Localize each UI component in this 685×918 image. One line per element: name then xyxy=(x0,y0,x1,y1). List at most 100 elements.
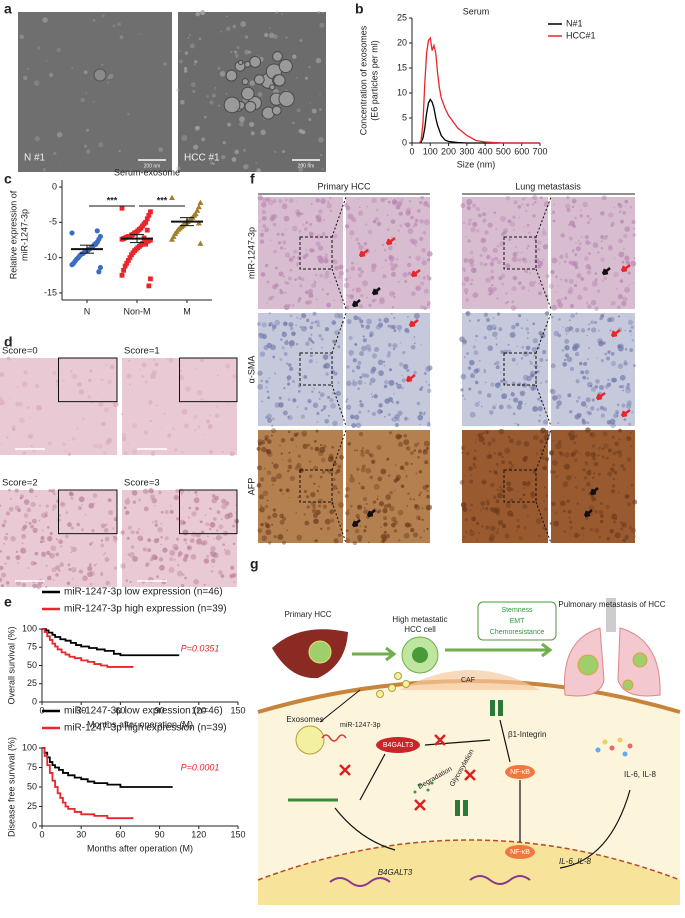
zoom-box xyxy=(503,236,537,270)
texture xyxy=(624,255,630,261)
texture xyxy=(261,202,267,208)
legend-label: miR-1247-3p low expression (n=46) xyxy=(64,587,223,598)
texture xyxy=(218,524,224,530)
texture xyxy=(316,421,319,424)
texture xyxy=(288,451,291,454)
texture xyxy=(497,492,503,499)
texture xyxy=(474,401,480,407)
texture xyxy=(612,451,617,456)
texture xyxy=(567,224,570,226)
texture xyxy=(500,232,505,236)
texture xyxy=(29,417,31,420)
texture xyxy=(193,579,199,585)
texture xyxy=(31,518,37,524)
texture xyxy=(397,410,403,416)
texture xyxy=(404,469,406,472)
texture xyxy=(586,214,590,218)
texture xyxy=(490,269,494,274)
texture xyxy=(344,494,349,499)
texture xyxy=(542,227,545,230)
texture xyxy=(58,539,64,545)
texture xyxy=(337,381,340,384)
texture xyxy=(326,468,330,473)
texture xyxy=(217,67,221,70)
texture xyxy=(526,203,530,207)
texture xyxy=(168,567,175,573)
texture xyxy=(423,530,426,532)
texture xyxy=(46,550,51,556)
texture xyxy=(477,318,480,322)
texture xyxy=(175,488,180,493)
texture xyxy=(469,411,476,418)
texture xyxy=(357,267,362,272)
texture xyxy=(313,540,315,542)
texture xyxy=(189,538,195,543)
texture xyxy=(389,490,393,495)
texture xyxy=(394,422,399,428)
arrow xyxy=(358,249,369,258)
texture xyxy=(311,341,315,344)
texture xyxy=(289,314,293,318)
texture xyxy=(357,242,361,245)
texture xyxy=(195,125,200,130)
texture xyxy=(193,497,200,504)
mirna xyxy=(321,734,347,742)
data-point xyxy=(119,205,125,211)
texture xyxy=(392,343,398,349)
texture xyxy=(51,488,56,493)
texture xyxy=(588,505,595,511)
texture xyxy=(529,272,532,274)
texture xyxy=(545,274,550,278)
texture xyxy=(383,317,390,324)
texture xyxy=(271,324,277,330)
texture xyxy=(533,354,536,357)
texture xyxy=(590,406,595,411)
data-point xyxy=(121,267,126,273)
texture xyxy=(127,525,132,530)
texture xyxy=(280,232,285,237)
texture xyxy=(371,411,377,417)
texture xyxy=(570,366,575,371)
texture xyxy=(112,536,118,542)
texture xyxy=(70,370,73,373)
texture xyxy=(307,162,311,166)
texture xyxy=(377,359,384,366)
texture xyxy=(360,323,363,326)
texture xyxy=(214,87,217,89)
texture xyxy=(476,522,480,526)
dna xyxy=(329,877,391,887)
texture xyxy=(304,290,309,295)
texture xyxy=(311,283,316,288)
texture xyxy=(539,400,542,402)
cytokine xyxy=(617,737,623,743)
texture xyxy=(273,463,279,469)
exosome xyxy=(402,680,410,688)
texture xyxy=(426,489,429,492)
texture xyxy=(529,281,536,287)
texture xyxy=(314,320,317,324)
texture xyxy=(298,297,302,301)
texture xyxy=(493,495,497,499)
texture xyxy=(588,266,590,269)
texture xyxy=(466,206,471,211)
texture xyxy=(281,331,288,338)
texture xyxy=(526,515,529,518)
texture xyxy=(261,322,267,328)
x-tick-label: 600 xyxy=(514,146,529,156)
texture xyxy=(128,383,131,386)
texture xyxy=(310,248,315,253)
texture xyxy=(321,168,324,171)
texture xyxy=(196,538,203,545)
x-tick-label: 120 xyxy=(191,705,206,715)
texture xyxy=(590,320,594,324)
texture xyxy=(516,524,521,529)
texture xyxy=(373,483,380,490)
texture xyxy=(357,198,359,200)
texture xyxy=(588,411,592,416)
texture xyxy=(333,234,338,239)
texture xyxy=(123,506,127,510)
texture xyxy=(562,326,564,328)
texture xyxy=(551,459,558,466)
texture xyxy=(256,168,261,173)
texture xyxy=(406,315,409,318)
